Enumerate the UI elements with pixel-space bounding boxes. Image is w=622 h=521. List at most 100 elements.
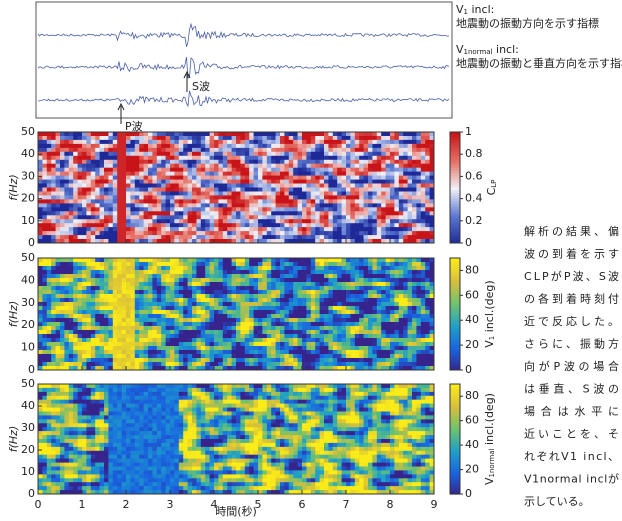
heatmap-cell <box>425 274 430 279</box>
heatmap-cell <box>381 298 386 303</box>
heatmap-cell <box>108 330 113 335</box>
heatmap-cell <box>144 195 149 200</box>
heatmap-cell <box>368 227 373 232</box>
heatmap-cell <box>394 199 399 204</box>
heatmap-cell <box>196 160 201 165</box>
heatmap-cell <box>421 168 426 173</box>
heatmap-cell <box>113 346 118 351</box>
heatmap-cell <box>302 334 307 339</box>
heatmap-cell <box>38 342 43 347</box>
heatmap-cell <box>258 156 263 161</box>
heatmap-cell <box>56 274 61 279</box>
heatmap-cell <box>60 156 65 161</box>
heatmap-cell <box>390 207 395 212</box>
heatmap-cell <box>416 346 421 351</box>
heatmap-cell <box>122 270 127 275</box>
heatmap-cell <box>245 207 250 212</box>
heatmap-cell <box>78 207 83 212</box>
heatmap-cell <box>218 266 223 271</box>
heatmap-cell <box>166 294 171 299</box>
heatmap-cell <box>258 326 263 331</box>
heatmap-cell <box>157 274 162 279</box>
heatmap-cell <box>108 156 113 161</box>
heatmap-cell <box>306 262 311 267</box>
heatmap-cell <box>51 342 56 347</box>
heatmap-cell <box>205 326 210 331</box>
heatmap-cell <box>210 168 215 173</box>
heatmap-cell <box>196 330 201 335</box>
heatmap-cell <box>416 286 421 291</box>
heatmap-cell <box>315 188 320 193</box>
heatmap-cell <box>276 266 281 271</box>
heatmap-cell <box>262 207 267 212</box>
heatmap-cell <box>267 192 272 197</box>
heatmap-cell <box>179 342 184 347</box>
heatmap-cell <box>60 168 65 173</box>
heatmap-cell <box>64 278 69 283</box>
heatmap-cell <box>95 168 100 173</box>
heatmap-cell <box>100 282 105 287</box>
heatmap-cell <box>271 358 276 363</box>
heatmap-cell <box>302 346 307 351</box>
heatmap-cell <box>359 266 364 271</box>
heatmap-cell <box>223 184 228 189</box>
heatmap-cell <box>38 156 43 161</box>
heatmap-cell <box>262 326 267 331</box>
heatmap-cell <box>377 286 382 291</box>
heatmap-cell <box>262 322 267 327</box>
heatmap-cell <box>104 286 109 291</box>
heatmap-cell <box>381 184 386 189</box>
heatmap-cell <box>161 358 166 363</box>
heatmap-cell <box>192 148 197 153</box>
heatmap-cell <box>249 306 254 311</box>
heatmap-cell <box>403 354 408 359</box>
heatmap-cell <box>249 270 254 275</box>
heatmap-cell <box>192 358 197 363</box>
heatmap-cell <box>306 290 311 295</box>
heatmap-cell <box>122 184 127 189</box>
heatmap-cell <box>359 310 364 315</box>
heatmap-cell <box>161 184 166 189</box>
heatmap-cell <box>91 207 96 212</box>
heatmap-cell <box>201 322 206 327</box>
heatmap-cell <box>60 302 65 307</box>
heatmap-cell <box>100 342 105 347</box>
heatmap-cell <box>320 144 325 149</box>
heatmap-cell <box>276 286 281 291</box>
heatmap-cell <box>333 298 338 303</box>
heatmap-cell <box>350 223 355 228</box>
heatmap-cell <box>148 144 153 149</box>
heatmap-cell <box>328 282 333 287</box>
heatmap-cell <box>64 235 69 240</box>
heatmap-cell <box>381 350 386 355</box>
heatmap-cell <box>258 180 263 185</box>
heatmap-cell <box>201 223 206 228</box>
heatmap-cell <box>210 326 215 331</box>
heatmap-cell <box>196 338 201 343</box>
heatmap-cell <box>188 136 193 141</box>
heatmap-cell <box>104 270 109 275</box>
heatmap-cell <box>394 258 399 263</box>
heatmap-cell <box>214 207 219 212</box>
heatmap-cell <box>126 144 131 149</box>
heatmap-cell <box>412 314 417 319</box>
heatmap-cell <box>214 306 219 311</box>
heatmap-cell <box>188 294 193 299</box>
heatmap-cell <box>342 136 347 141</box>
heatmap-cell <box>38 266 43 271</box>
heatmap-cell <box>174 207 179 212</box>
heatmap-cell <box>311 195 316 200</box>
heatmap-cell <box>108 262 113 267</box>
heatmap-cell <box>170 132 175 137</box>
heatmap-cell <box>271 203 276 208</box>
heatmap-cell <box>166 176 171 181</box>
heatmap-cell <box>214 180 219 185</box>
heatmap-cell <box>51 266 56 271</box>
heatmap-cell <box>249 262 254 267</box>
heatmap-cell <box>188 342 193 347</box>
heatmap-cell <box>276 176 281 181</box>
heatmap-cell <box>249 176 254 181</box>
heatmap-cell <box>188 227 193 232</box>
heatmap-cell <box>324 306 329 311</box>
heatmap-cell <box>337 140 342 145</box>
